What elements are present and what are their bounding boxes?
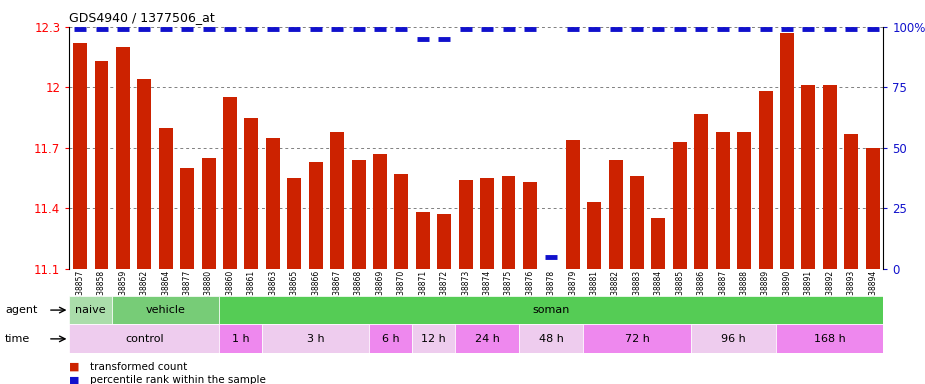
Bar [609,160,623,269]
Bar [801,85,815,269]
Bar [73,43,87,269]
Text: 1 h: 1 h [232,334,250,344]
Text: vehicle: vehicle [146,305,186,315]
Bar [438,214,451,269]
Bar [265,138,280,269]
Text: 6 h: 6 h [382,334,400,344]
Text: 12 h: 12 h [421,334,446,344]
Bar [651,218,665,269]
Bar [69,324,219,353]
Text: soman: soman [533,305,570,315]
Bar [480,178,494,269]
Text: naive: naive [76,305,106,315]
Bar [716,132,730,269]
Bar [758,91,772,269]
Bar [737,132,751,269]
Bar [587,202,601,269]
Bar [776,324,883,353]
Bar [112,296,219,324]
Bar [262,324,369,353]
Text: 48 h: 48 h [539,334,563,344]
Bar [219,324,262,353]
Text: agent: agent [6,305,38,315]
Bar [501,176,515,269]
Bar [519,324,584,353]
Bar [780,33,794,269]
Text: 96 h: 96 h [722,334,746,344]
Bar [69,296,112,324]
Bar [309,162,323,269]
Bar [94,61,108,269]
Bar [244,118,258,269]
Bar [691,324,776,353]
Text: time: time [6,334,31,344]
Text: 24 h: 24 h [475,334,500,344]
Bar [455,324,519,353]
Text: 168 h: 168 h [814,334,845,344]
Text: control: control [125,334,164,344]
Bar [416,212,430,269]
Bar [330,132,344,269]
Bar [223,98,237,269]
Bar [823,85,837,269]
Bar [369,324,413,353]
Bar [116,47,130,269]
Text: 72 h: 72 h [624,334,649,344]
Bar [352,160,365,269]
Bar [219,296,883,324]
Bar [584,324,691,353]
Bar [630,176,644,269]
Bar [288,178,302,269]
Text: ■: ■ [69,362,80,372]
Bar [566,140,580,269]
Bar [202,158,216,269]
Text: percentile rank within the sample: percentile rank within the sample [90,375,265,384]
Bar [672,142,687,269]
Bar [180,168,194,269]
Bar [866,148,880,269]
Bar [695,114,709,269]
Text: transformed count: transformed count [90,362,187,372]
Text: 3 h: 3 h [307,334,325,344]
Bar [413,324,455,353]
Bar [459,180,473,269]
Bar [845,134,858,269]
Bar [373,154,387,269]
Bar [159,128,173,269]
Bar [523,182,536,269]
Text: ■: ■ [69,375,80,384]
Bar [138,79,152,269]
Text: GDS4940 / 1377506_at: GDS4940 / 1377506_at [69,11,216,24]
Bar [394,174,408,269]
